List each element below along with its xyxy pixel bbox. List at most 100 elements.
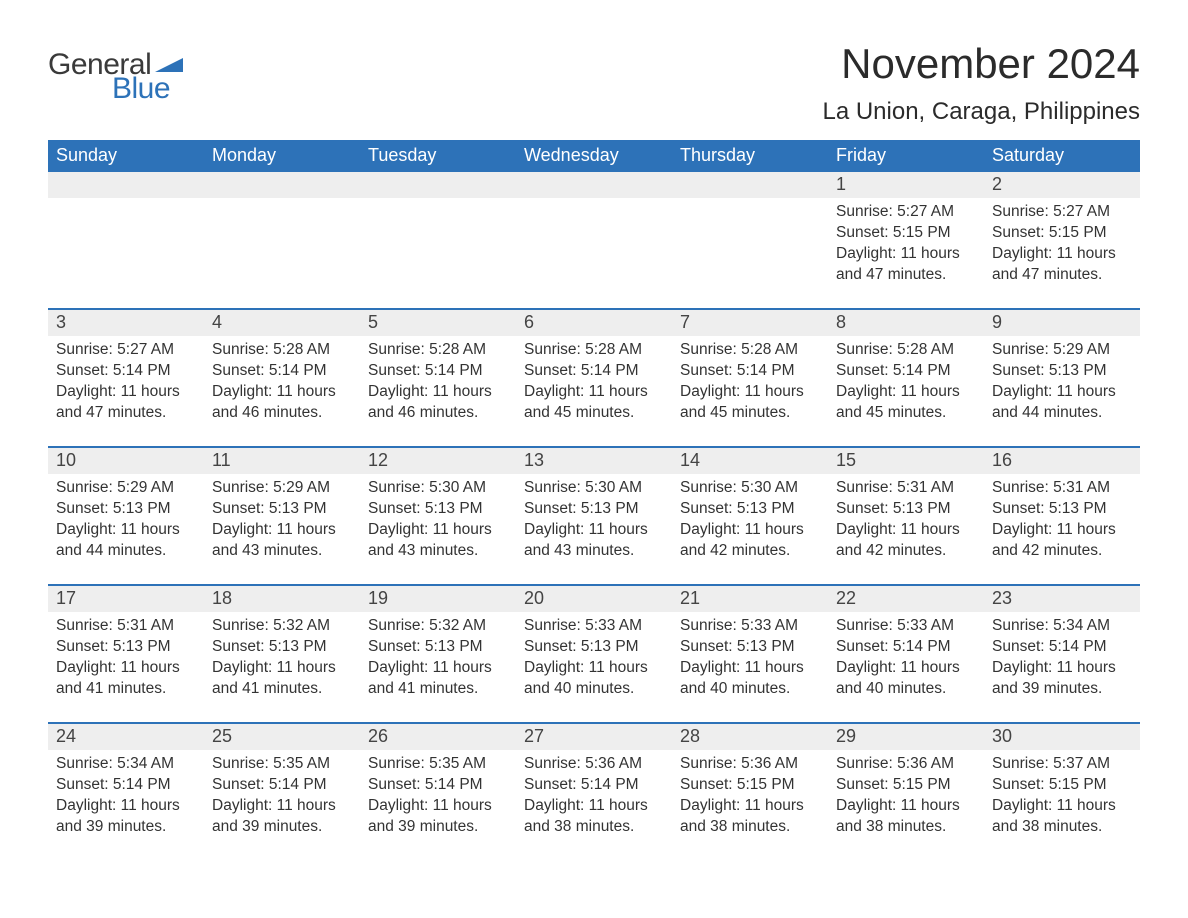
week-row: 17Sunrise: 5:31 AMSunset: 5:13 PMDayligh… [48,584,1140,704]
day-cell: 8 Sunrise: 5:28 AMSunset: 5:14 PMDaylight… [828,310,984,428]
sunset-line: Sunset: 5:13 PM [212,499,352,520]
daylight-line: Daylight: 11 hours and 42 minutes. [836,520,976,562]
day-cell: 29Sunrise: 5:36 AMSunset: 5:15 PMDayligh… [828,724,984,842]
day-cell: 6Sunrise: 5:28 AMSunset: 5:14 PMDaylight… [516,310,672,428]
sunset-line: Sunset: 5:14 PM [992,637,1132,658]
day-header-monday: Monday [204,140,360,172]
day-number: 20 [516,586,672,612]
daylight-line: Daylight: 11 hours and 45 minutes. [680,382,820,424]
sunset-line: Sunset: 5:14 PM [56,361,196,382]
day-details: Sunrise: 5:37 AMSunset: 5:15 PMDaylight:… [984,750,1140,842]
day-number: 30 [984,724,1140,750]
day-number [360,172,516,198]
day-number: 4 [204,310,360,336]
sunrise-line: Sunrise: 5:31 AM [56,616,196,637]
sunrise-line: Sunrise: 5:32 AM [368,616,508,637]
sunrise-line: Sunrise: 5:28 AM [368,340,508,361]
sunrise-line: Sunrise: 5:28 AM [836,340,976,361]
sunrise-line: Sunrise: 5:27 AM [836,202,976,223]
day-number [672,172,828,198]
daylight-line: Daylight: 11 hours and 40 minutes. [524,658,664,700]
day-number: 22 [828,586,984,612]
day-number: 5 [360,310,516,336]
daylight-line: Daylight: 11 hours and 44 minutes. [992,382,1132,424]
day-number: 13 [516,448,672,474]
daylight-line: Daylight: 11 hours and 41 minutes. [212,658,352,700]
day-details: Sunrise: 5:29 AMSunset: 5:13 PMDaylight:… [984,336,1140,428]
sunrise-line: Sunrise: 5:28 AM [212,340,352,361]
day-cell: 16Sunrise: 5:31 AMSunset: 5:13 PMDayligh… [984,448,1140,566]
empty-cell [360,172,516,290]
daylight-line: Daylight: 11 hours and 47 minutes. [836,244,976,286]
daylight-line: Daylight: 11 hours and 45 minutes. [836,382,976,424]
daylight-line: Daylight: 11 hours and 42 minutes. [992,520,1132,562]
day-number: 2 [984,172,1140,198]
day-details: Sunrise: 5:32 AMSunset: 5:13 PMDaylight:… [360,612,516,704]
day-cell: 17Sunrise: 5:31 AMSunset: 5:13 PMDayligh… [48,586,204,704]
sunset-line: Sunset: 5:14 PM [212,775,352,796]
day-number: 28 [672,724,828,750]
sunrise-line: Sunrise: 5:36 AM [836,754,976,775]
day-cell: 19Sunrise: 5:32 AMSunset: 5:13 PMDayligh… [360,586,516,704]
day-details: Sunrise: 5:29 AMSunset: 5:13 PMDaylight:… [48,474,204,566]
daylight-line: Daylight: 11 hours and 41 minutes. [368,658,508,700]
day-cell: 11Sunrise: 5:29 AMSunset: 5:13 PMDayligh… [204,448,360,566]
day-number: 19 [360,586,516,612]
sunrise-line: Sunrise: 5:36 AM [524,754,664,775]
sunrise-line: Sunrise: 5:29 AM [992,340,1132,361]
daylight-line: Daylight: 11 hours and 39 minutes. [368,796,508,838]
header: General Blue November 2024 La Union, Car… [48,40,1140,126]
daylight-line: Daylight: 11 hours and 44 minutes. [56,520,196,562]
sunset-line: Sunset: 5:13 PM [836,499,976,520]
sunset-line: Sunset: 5:13 PM [368,637,508,658]
day-number: 11 [204,448,360,474]
daylight-line: Daylight: 11 hours and 47 minutes. [992,244,1132,286]
empty-cell [516,172,672,290]
sunset-line: Sunset: 5:14 PM [836,361,976,382]
sunrise-line: Sunrise: 5:33 AM [836,616,976,637]
day-cell: 22Sunrise: 5:33 AMSunset: 5:14 PMDayligh… [828,586,984,704]
sunset-line: Sunset: 5:14 PM [524,775,664,796]
week-row: 10Sunrise: 5:29 AMSunset: 5:13 PMDayligh… [48,446,1140,566]
sunset-line: Sunset: 5:14 PM [212,361,352,382]
day-details: Sunrise: 5:36 AMSunset: 5:14 PMDaylight:… [516,750,672,842]
day-details: Sunrise: 5:31 AMSunset: 5:13 PMDaylight:… [984,474,1140,566]
daylight-line: Daylight: 11 hours and 39 minutes. [212,796,352,838]
sunset-line: Sunset: 5:15 PM [680,775,820,796]
daylight-line: Daylight: 11 hours and 46 minutes. [212,382,352,424]
week-row: 3Sunrise: 5:27 AMSunset: 5:14 PMDaylight… [48,308,1140,428]
day-details: Sunrise: 5:30 AMSunset: 5:13 PMDaylight:… [672,474,828,566]
day-number: 8 [828,310,984,336]
day-header-tuesday: Tuesday [360,140,516,172]
daylight-line: Daylight: 11 hours and 45 minutes. [524,382,664,424]
logo-text-blue: Blue [112,74,183,104]
day-number [204,172,360,198]
day-number: 6 [516,310,672,336]
day-cell: 20Sunrise: 5:33 AMSunset: 5:13 PMDayligh… [516,586,672,704]
day-cell: 26Sunrise: 5:35 AMSunset: 5:14 PMDayligh… [360,724,516,842]
daylight-line: Daylight: 11 hours and 39 minutes. [992,658,1132,700]
daylight-line: Daylight: 11 hours and 42 minutes. [680,520,820,562]
daylight-line: Daylight: 11 hours and 46 minutes. [368,382,508,424]
daylight-line: Daylight: 11 hours and 41 minutes. [56,658,196,700]
day-number: 9 [984,310,1140,336]
day-number: 12 [360,448,516,474]
sunrise-line: Sunrise: 5:31 AM [836,478,976,499]
day-cell: 25Sunrise: 5:35 AMSunset: 5:14 PMDayligh… [204,724,360,842]
empty-cell [204,172,360,290]
day-details: Sunrise: 5:33 AMSunset: 5:13 PMDaylight:… [516,612,672,704]
sunrise-line: Sunrise: 5:34 AM [56,754,196,775]
day-details: Sunrise: 5:35 AMSunset: 5:14 PMDaylight:… [360,750,516,842]
day-details: Sunrise: 5:29 AMSunset: 5:13 PMDaylight:… [204,474,360,566]
sunset-line: Sunset: 5:15 PM [836,775,976,796]
sunset-line: Sunset: 5:14 PM [56,775,196,796]
daylight-line: Daylight: 11 hours and 43 minutes. [212,520,352,562]
day-details: Sunrise: 5:30 AMSunset: 5:13 PMDaylight:… [360,474,516,566]
day-number: 14 [672,448,828,474]
day-cell: 2Sunrise: 5:27 AMSunset: 5:15 PMDaylight… [984,172,1140,290]
day-cell: 3Sunrise: 5:27 AMSunset: 5:14 PMDaylight… [48,310,204,428]
day-details: Sunrise: 5:28 AMSunset: 5:14 PMDaylight:… [516,336,672,428]
day-number: 15 [828,448,984,474]
sunset-line: Sunset: 5:14 PM [368,361,508,382]
day-cell: 4 Sunrise: 5:28 AMSunset: 5:14 PMDaylight… [204,310,360,428]
